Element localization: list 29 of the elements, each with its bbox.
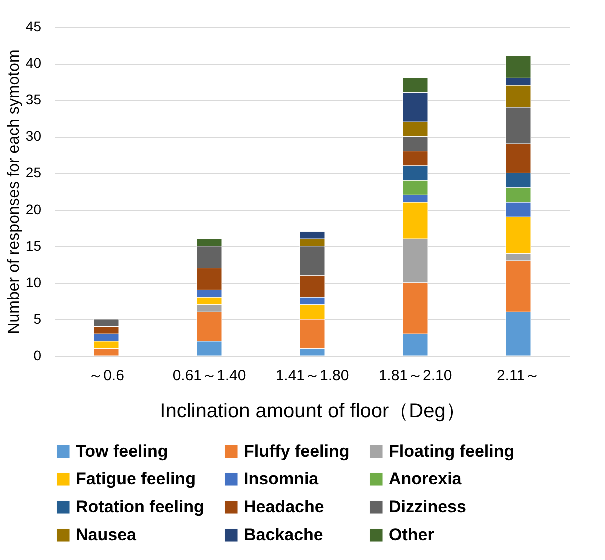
legend-label: Nausea [76,526,138,544]
x-tick-label: ～0.6 [88,368,124,384]
legend-label: Headache [244,498,324,516]
y-tick-label: 0 [34,348,42,364]
y-tick-label: 40 [26,55,42,72]
legend-label: Tow feeling [76,442,168,461]
legend-label: Dizziness [389,498,466,516]
y-tick-label: 5 [34,310,42,327]
x-tick-label: 1.41～1.80 [276,368,350,384]
y-tick-label: 10 [26,274,42,290]
y-tick-label: 30 [26,128,42,144]
legend-label: Rotation feeling [76,498,204,516]
x-axis-title: Inclination amount of floor（Deg） [160,400,466,422]
y-axis-title: Number of responses for each symotom [6,50,23,334]
legend-label: Fatigue feeling [76,470,196,488]
x-tick-label: 1.81～2.10 [378,368,452,384]
legend-label: Insomnia [244,470,320,488]
y-tick-label: 45 [26,18,42,34]
x-tick-label: 0.61～1.40 [172,368,246,384]
y-tick-label: 25 [26,164,42,181]
x-tick-label: 2.11～ [496,368,540,384]
legend-label: Fluffy feeling [244,442,350,461]
legend-label: Anorexia [389,470,462,488]
legend-label: Backache [244,526,324,544]
legend-label: Other [389,526,435,544]
y-tick-label: 20 [26,201,42,218]
y-tick-label: 15 [26,238,42,254]
legend-label: Floating feeling [389,442,515,461]
y-tick-label: 35 [26,92,42,108]
